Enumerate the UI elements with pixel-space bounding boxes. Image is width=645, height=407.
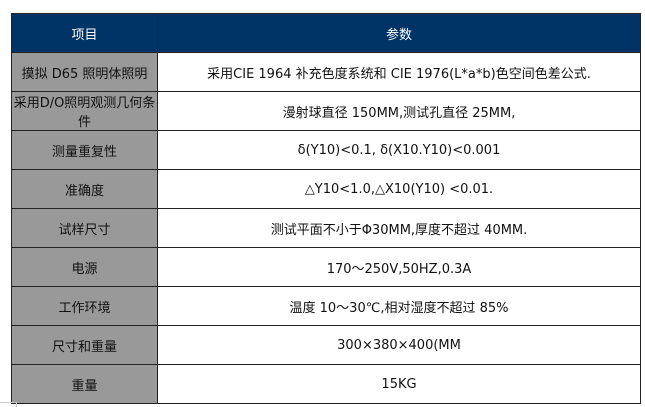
row-param: 测试平面不小于Φ30MM,厚度不超过 40MM.: [157, 208, 641, 248]
row-item: 尺寸和重量: [11, 325, 158, 365]
table-row: 准确度 △Y10<1.0,△X10(Y10) <0.01.: [11, 169, 641, 209]
row-param: 15KG: [157, 364, 641, 404]
row-item: 电源: [11, 247, 158, 287]
header-row: 项目 参数: [11, 13, 641, 53]
table-row: 试样尺寸 测试平面不小于Φ30MM,厚度不超过 40MM.: [11, 208, 641, 248]
row-param: △Y10<1.0,△X10(Y10) <0.01.: [157, 169, 641, 209]
row-item: 准确度: [11, 169, 158, 209]
table-row: 采用D/O照明观测几何条件 漫射球直径 150MM,测试孔直径 25MM,: [11, 91, 641, 131]
header-param: 参数: [157, 13, 641, 53]
header-item: 项目: [11, 13, 158, 53]
row-param: 采用CIE 1964 补充色度系统和 CIE 1976(L*a*b)色空间色差公…: [157, 52, 641, 92]
corner-divider: [0, 402, 17, 407]
table-row: 工作环境 温度 10～30℃,相对湿度不超过 85%: [11, 286, 641, 326]
table-row: 摸拟 D65 照明体照明 采用CIE 1964 补充色度系统和 CIE 1976(…: [11, 52, 641, 92]
table-row: 电源 170～250V,50HZ,0.3A: [11, 247, 641, 287]
row-item: 采用D/O照明观测几何条件: [11, 91, 158, 131]
row-item: 重量: [11, 364, 158, 404]
row-param: 300×380×400(MM: [157, 325, 641, 365]
row-item: 测量重复性: [11, 130, 158, 170]
spec-table: 项目 参数 摸拟 D65 照明体照明 采用CIE 1964 补充色度系统和 CIE…: [11, 13, 641, 404]
table-row: 尺寸和重量 300×380×400(MM: [11, 325, 641, 365]
row-item: 试样尺寸: [11, 208, 158, 248]
table-row: 重量 15KG: [11, 364, 641, 404]
row-param: 漫射球直径 150MM,测试孔直径 25MM,: [157, 91, 641, 131]
table-row: 测量重复性 δ(Y10)<0.1, δ(X10.Y10)<0.001: [11, 130, 641, 170]
row-param: δ(Y10)<0.1, δ(X10.Y10)<0.001: [157, 130, 641, 170]
row-param: 170～250V,50HZ,0.3A: [157, 247, 641, 287]
row-param: 温度 10～30℃,相对湿度不超过 85%: [157, 286, 641, 326]
row-item: 工作环境: [11, 286, 158, 326]
row-item: 摸拟 D65 照明体照明: [11, 52, 158, 92]
